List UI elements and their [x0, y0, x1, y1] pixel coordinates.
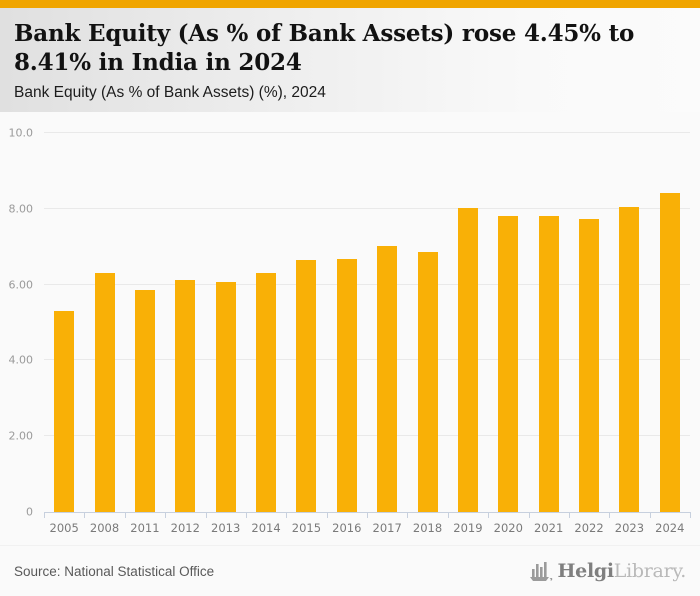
bar-2013 [215, 281, 236, 512]
bar-column-2023: 2023 [609, 133, 649, 535]
page-title: Bank Equity (As % of Bank Assets) rose 4… [14, 20, 635, 77]
source-note: Source: National Statistical Office [14, 563, 215, 579]
bar-column-2024: 2024 [650, 133, 690, 535]
x-tick-label-2018: 2018 [412, 521, 443, 535]
x-axis-tick [528, 512, 530, 518]
bar-column-2015: 2015 [286, 133, 326, 535]
bar-2008 [94, 273, 115, 512]
x-axis-tick [245, 512, 247, 518]
bar-column-2012: 2012 [165, 133, 205, 535]
chart-subtitle: Bank Equity (As % of Bank Assets) (%), 2… [14, 84, 326, 102]
x-tick-label-2014: 2014 [251, 521, 281, 535]
x-tick-label-2017: 2017 [372, 521, 402, 535]
x-axis-tick [407, 512, 409, 518]
bar-column-2021: 2021 [529, 133, 569, 535]
x-axis-tick [286, 512, 288, 518]
footer: Source: National Statistical Office Helg… [0, 545, 700, 596]
y-tick-label-8.00: 8.00 [8, 202, 34, 216]
gridline-2.00 [44, 435, 690, 437]
gridline-8.00 [44, 207, 690, 209]
y-tick-label-4.00: 4.00 [8, 353, 34, 367]
bar-columns: 2005 2008 2011 2012 2013 2014 2015 2016 2017 2018… [44, 133, 690, 535]
x-tick-label-2021: 2021 [534, 521, 564, 535]
bar-column-2017: 2017 [367, 133, 407, 535]
bar-2019 [457, 208, 478, 512]
x-axis-tick [690, 512, 691, 518]
x-tick-label-2024: 2024 [655, 521, 685, 535]
bar-2012 [175, 280, 196, 512]
x-axis-tick [447, 512, 449, 518]
bar-column-2022: 2022 [569, 133, 609, 535]
y-tick-label-6.00: 6.00 [8, 278, 34, 292]
x-tick-label-2022: 2022 [574, 521, 604, 535]
bar-2024 [659, 193, 680, 512]
x-tick-label-2011: 2011 [130, 521, 160, 535]
bar-column-2018: 2018 [407, 133, 447, 535]
bar-column-2016: 2016 [327, 133, 367, 535]
x-tick-label-2012: 2012 [170, 521, 200, 535]
logo-text-helgi: Helgi [557, 560, 615, 582]
bar-2018 [417, 251, 438, 512]
bar-column-2008: 2008 [84, 133, 124, 535]
bar-2014 [256, 273, 277, 512]
gridline-6.00 [44, 283, 690, 285]
bar-chart: 10.0 8.00 6.00 4.00 2.00 0 2005 2008 2011 2012 201… [0, 112, 700, 545]
x-axis-tick [367, 512, 368, 518]
logo-text: HelgiLibrary. [557, 560, 687, 582]
brand-accent-topbar [0, 0, 700, 8]
x-tick-label-2008: 2008 [89, 521, 120, 535]
bar-2021 [538, 216, 559, 512]
helgi-library-logo: HelgiLibrary. [528, 560, 686, 582]
logo-text-library: Library. [613, 560, 687, 582]
bar-2011 [134, 289, 155, 512]
x-axis-tick [488, 512, 490, 518]
x-axis-tick [44, 512, 45, 518]
x-axis-tick [165, 512, 167, 518]
bar-column-2014: 2014 [246, 133, 286, 535]
x-tick-label-2013: 2013 [211, 521, 241, 535]
bar-2023 [619, 206, 640, 512]
x-tick-label-2023: 2023 [614, 521, 645, 535]
chart-header: Bank Equity (As % of Bank Assets) rose 4… [0, 8, 700, 112]
gridline-4.00 [44, 359, 690, 361]
x-tick-label-2005: 2005 [49, 521, 79, 535]
bar-2015 [296, 260, 317, 512]
x-tick-label-2020: 2020 [493, 521, 523, 535]
bar-column-2011: 2011 [125, 133, 165, 535]
x-axis-tick [326, 512, 328, 518]
bar-2016 [336, 259, 357, 512]
bar-2017 [377, 246, 398, 512]
plot-area: 10.0 8.00 6.00 4.00 2.00 0 2005 2008 2011 2012 201… [9, 127, 691, 535]
x-tick-label-2015: 2015 [291, 521, 322, 535]
x-tick-label-2016: 2016 [332, 521, 362, 535]
y-tick-label-0: 0 [26, 505, 33, 519]
bar-2022 [579, 219, 600, 512]
x-axis-tick [84, 512, 86, 518]
x-axis-tick [205, 512, 207, 518]
x-axis-tick [124, 512, 126, 518]
bar-column-2005: 2005 [44, 133, 84, 535]
bar-column-2019: 2019 [448, 133, 488, 535]
bar-column-2013: 2013 [206, 133, 246, 535]
x-axis-tick [568, 512, 570, 518]
x-axis-tick [609, 512, 611, 518]
y-tick-label-10.0: 10.0 [8, 126, 34, 140]
bar-chart-ship-icon [528, 560, 553, 582]
bar-2005 [54, 311, 75, 512]
x-axis-tick [649, 512, 651, 518]
x-tick-label-2019: 2019 [453, 521, 483, 535]
bar-column-2020: 2020 [488, 133, 528, 535]
y-tick-label-2.00: 2.00 [8, 429, 34, 443]
gridline-10.0 [44, 132, 690, 133]
bar-2020 [498, 216, 519, 512]
